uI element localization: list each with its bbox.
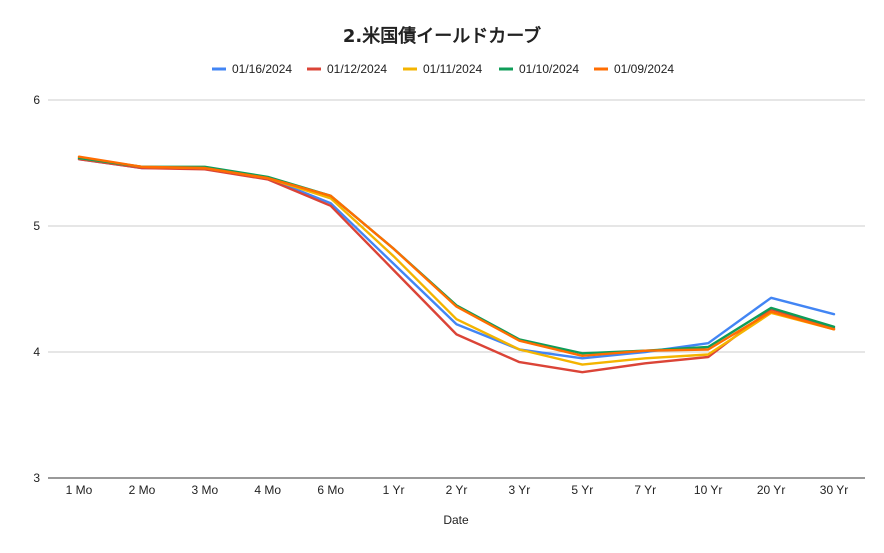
legend-item[interactable]: 01/16/2024	[212, 62, 292, 76]
x-tick-label: 10 Yr	[694, 483, 722, 497]
y-tick-label: 4	[33, 345, 40, 359]
series-line-01-09-2024	[77, 155, 836, 357]
y-axis-ticks: 3 4 5 6	[33, 93, 40, 485]
legend-item[interactable]: 01/12/2024	[307, 62, 387, 76]
x-tick-label: 30 Yr	[820, 483, 848, 497]
y-tick-label: 5	[33, 219, 40, 233]
y-tick-label: 6	[33, 93, 40, 107]
series-line-01-12-2024	[77, 157, 836, 374]
x-tick-label: 6 Mo	[317, 483, 344, 497]
x-tick-label: 5 Yr	[571, 483, 593, 497]
gridlines	[48, 99, 865, 479]
y-tick-label: 3	[33, 471, 40, 485]
legend-item[interactable]: 01/09/2024	[594, 62, 674, 76]
x-tick-label: 1 Yr	[383, 483, 405, 497]
legend-item[interactable]: 01/11/2024	[403, 62, 482, 76]
legend-label: 01/12/2024	[327, 62, 387, 76]
x-tick-label: 7 Yr	[634, 483, 656, 497]
x-tick-label: 20 Yr	[757, 483, 785, 497]
legend-label: 01/11/2024	[423, 62, 482, 76]
legend-label: 01/16/2024	[232, 62, 292, 76]
x-tick-label: 2 Mo	[129, 483, 156, 497]
legend: 01/16/2024 01/12/2024 01/11/2024 01/10/2024…	[212, 62, 674, 76]
x-tick-label: 4 Mo	[254, 483, 281, 497]
series-line-01-16-2024	[77, 157, 836, 360]
x-tick-label: 3 Yr	[509, 483, 531, 497]
x-tick-label: 3 Mo	[191, 483, 218, 497]
x-axis-title: Date	[443, 513, 469, 527]
legend-item[interactable]: 01/10/2024	[499, 62, 579, 76]
x-axis-ticks: 1 Mo 2 Mo 3 Mo 4 Mo 6 Mo 1 Yr 2 Yr 3 Yr 5 Yr 7 Yr…	[66, 483, 849, 497]
series-lines	[77, 155, 836, 374]
x-tick-label: 1 Mo	[66, 483, 93, 497]
x-tick-label: 2 Yr	[446, 483, 468, 497]
legend-label: 01/10/2024	[519, 62, 579, 76]
legend-label: 01/09/2024	[614, 62, 674, 76]
chart-title: 2.米国債イールドカーブ	[343, 25, 541, 47]
